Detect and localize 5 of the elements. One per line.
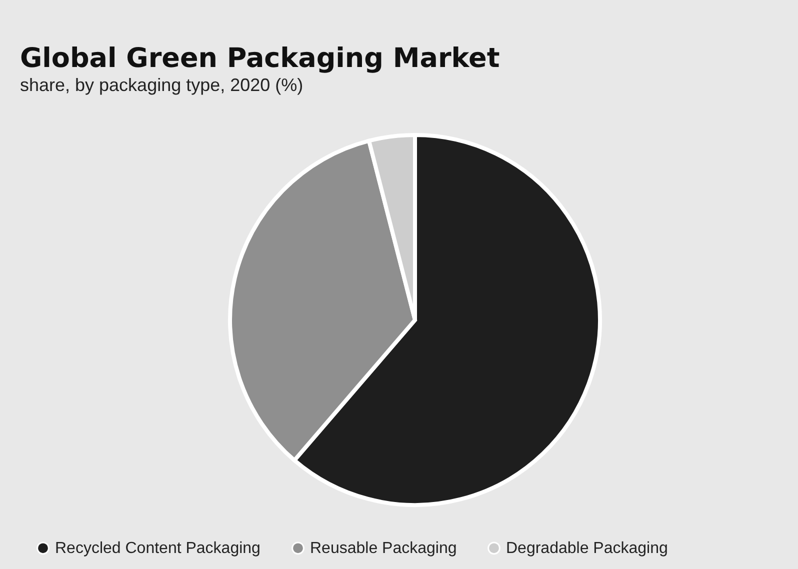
legend-label: Recycled Content Packaging (55, 540, 260, 558)
legend-label: Reusable Packaging (310, 540, 457, 558)
chart-subtitle: share, by packaging type, 2020 (%) (20, 75, 304, 95)
chart-title: Global Green Packaging Market (20, 43, 500, 74)
legend-label: Degradable Packaging (506, 540, 668, 558)
